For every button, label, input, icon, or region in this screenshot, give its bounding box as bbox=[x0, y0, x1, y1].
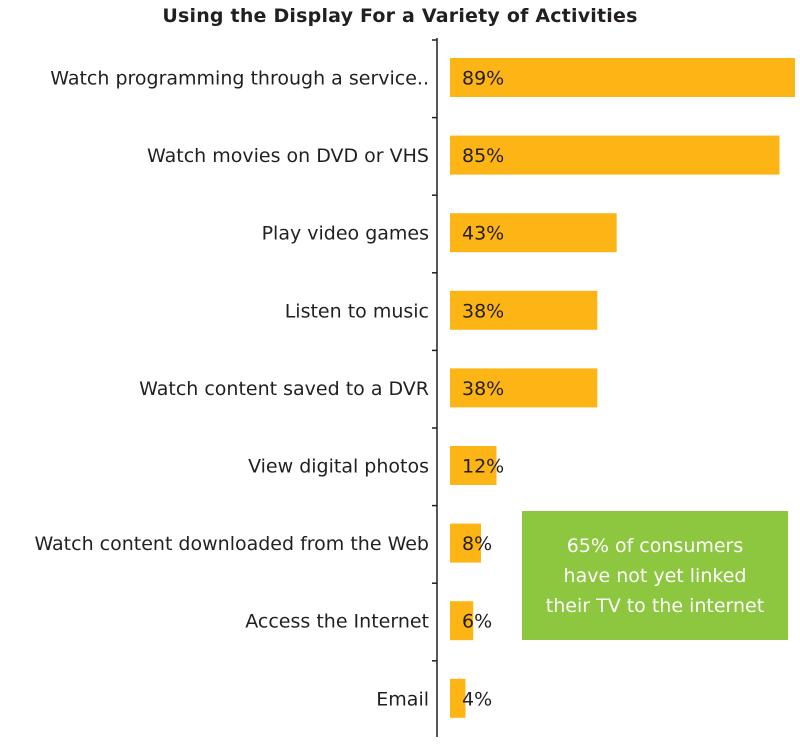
labels-layer: Watch programming through a service.. 89%… bbox=[34, 68, 504, 711]
bar bbox=[450, 446, 497, 485]
callout-box: 65% of consumers have not yet linked the… bbox=[522, 511, 788, 640]
category-label: Watch programming through a service.. bbox=[50, 68, 429, 90]
bars-layer bbox=[450, 58, 795, 718]
callout-text: 65% of consumers have not yet linked the… bbox=[545, 534, 765, 617]
value-label: 6% bbox=[462, 611, 492, 633]
value-label: 12% bbox=[462, 456, 504, 478]
bar bbox=[450, 368, 598, 408]
category-label: View digital photos bbox=[248, 456, 429, 478]
category-label: Listen to music bbox=[285, 300, 429, 322]
category-label: Watch content saved to a DVR bbox=[139, 378, 429, 400]
bar bbox=[450, 601, 474, 641]
bar bbox=[450, 290, 598, 330]
value-label: 4% bbox=[462, 688, 492, 710]
chart-title: Using the Display For a Variety of Activ… bbox=[162, 5, 638, 27]
value-label: 89% bbox=[462, 68, 504, 90]
value-label: 43% bbox=[462, 223, 504, 245]
bar bbox=[450, 523, 482, 563]
bar bbox=[450, 58, 795, 97]
axis-layer bbox=[432, 38, 438, 737]
category-label: Email bbox=[376, 688, 429, 710]
bar bbox=[450, 213, 617, 253]
bar bbox=[450, 135, 780, 175]
value-label: 38% bbox=[462, 300, 504, 322]
value-label: 85% bbox=[462, 145, 504, 167]
value-label: 8% bbox=[462, 533, 492, 555]
bar bbox=[450, 678, 466, 718]
category-label: Watch movies on DVD or VHS bbox=[147, 145, 429, 167]
value-label: 38% bbox=[462, 378, 504, 400]
category-label: Play video games bbox=[262, 223, 429, 245]
category-label: Access the Internet bbox=[245, 611, 429, 633]
category-label: Watch content downloaded from the Web bbox=[34, 533, 429, 555]
